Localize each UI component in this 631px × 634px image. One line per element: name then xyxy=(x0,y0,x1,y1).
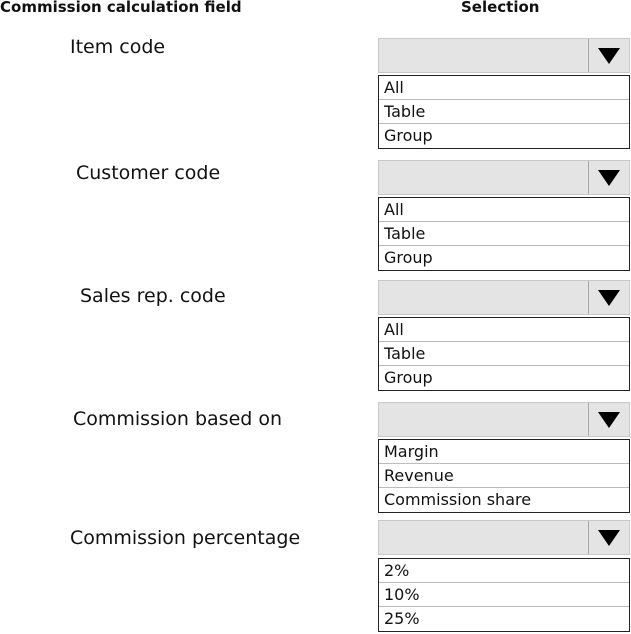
field-label: Sales rep. code xyxy=(80,285,226,307)
option-item[interactable]: All xyxy=(379,198,629,222)
selection-dropdown[interactable] xyxy=(378,520,630,555)
selection-dropdown[interactable] xyxy=(378,38,630,73)
option-item[interactable]: Table xyxy=(379,100,629,124)
dropdown-arrow-button[interactable] xyxy=(588,281,629,314)
field-label: Commission based on xyxy=(73,408,283,430)
option-item[interactable]: Group xyxy=(384,248,433,267)
option-item[interactable]: Group xyxy=(384,368,433,387)
triangle-down-icon xyxy=(598,529,620,546)
field-label: Customer code xyxy=(76,162,221,184)
selection-dropdown[interactable] xyxy=(378,280,630,315)
dropdown-arrow-button[interactable] xyxy=(588,403,629,436)
dropdown-arrow-button[interactable] xyxy=(588,521,629,554)
option-item[interactable]: 2% xyxy=(379,559,629,583)
option-item[interactable]: Revenue xyxy=(379,464,629,488)
selection-dropdown[interactable] xyxy=(378,160,630,195)
option-item[interactable]: 10% xyxy=(379,583,629,607)
option-item[interactable]: All xyxy=(379,318,629,342)
triangle-down-icon xyxy=(598,411,620,428)
options-list: All Table Group xyxy=(378,75,630,149)
option-item[interactable]: Table xyxy=(379,342,629,366)
field-column-header: Commission calculation field xyxy=(0,0,242,16)
options-list: 2% 10% 25% xyxy=(378,558,630,632)
option-item[interactable]: All xyxy=(379,76,629,100)
field-label: Item code xyxy=(70,36,166,58)
option-item[interactable]: Margin xyxy=(379,440,629,464)
options-list: All Table Group xyxy=(378,317,630,391)
options-list: All Table Group xyxy=(378,197,630,271)
field-label: Commission percentage xyxy=(70,527,301,549)
option-item[interactable]: Table xyxy=(379,222,629,246)
triangle-down-icon xyxy=(598,289,620,306)
option-item[interactable]: Commission share xyxy=(384,490,532,509)
option-item[interactable]: 25% xyxy=(384,609,420,628)
triangle-down-icon xyxy=(598,47,620,64)
options-list: Margin Revenue Commission share xyxy=(378,439,630,513)
option-item[interactable]: Group xyxy=(384,126,433,145)
dropdown-arrow-button[interactable] xyxy=(588,161,629,194)
selection-column-header: Selection xyxy=(461,0,540,16)
triangle-down-icon xyxy=(598,169,620,186)
selection-dropdown[interactable] xyxy=(378,402,630,437)
dropdown-arrow-button[interactable] xyxy=(588,39,629,72)
